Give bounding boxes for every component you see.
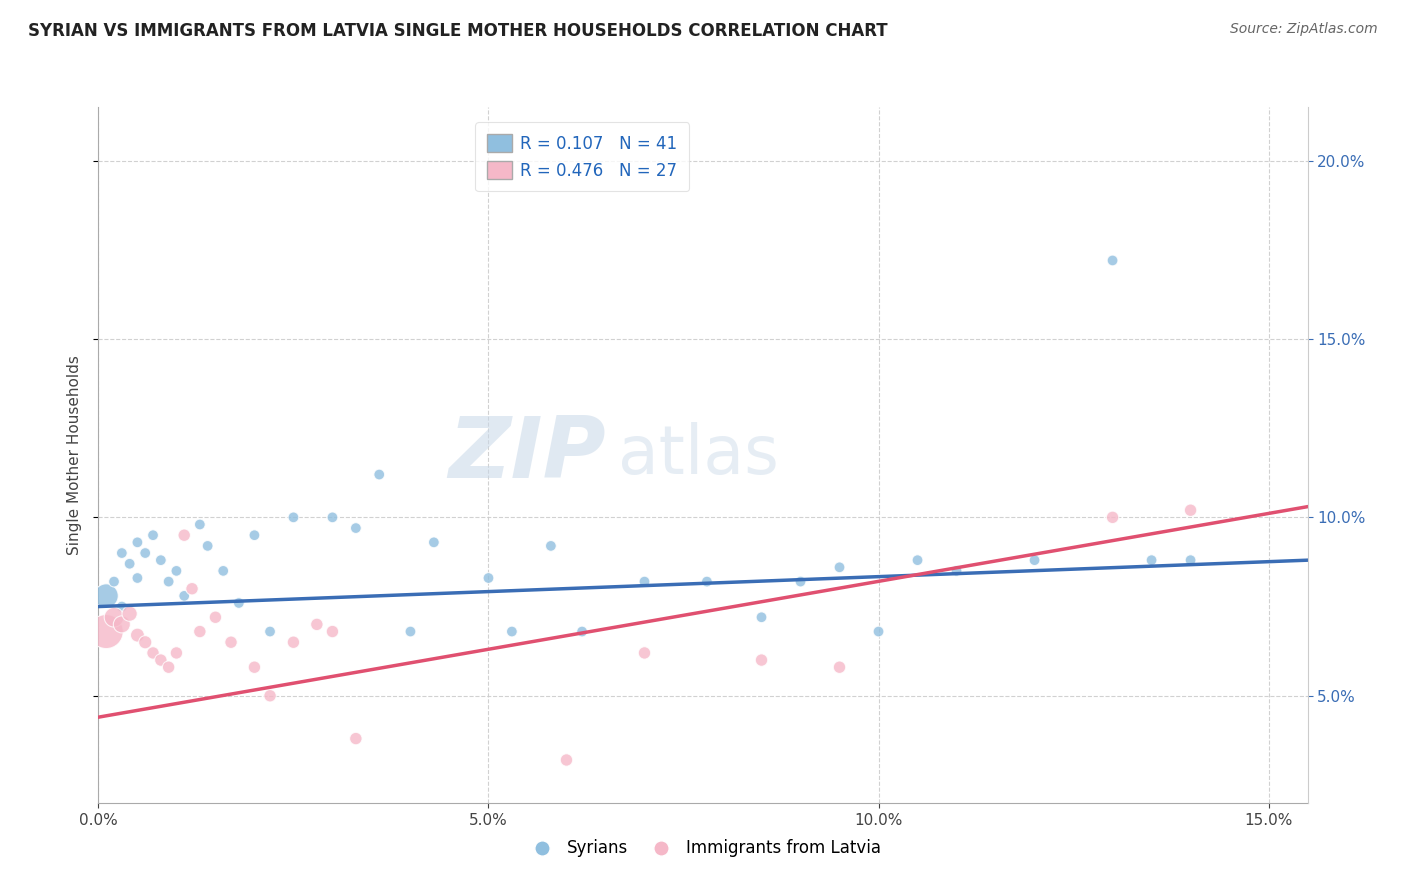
Point [321, 624, 343, 639]
Point [243, 660, 266, 674]
Point [188, 517, 211, 532]
Point [751, 653, 773, 667]
Point [149, 553, 172, 567]
Point [501, 624, 523, 639]
Point [165, 564, 187, 578]
Point [181, 582, 204, 596]
Text: Source: ZipAtlas.com: Source: ZipAtlas.com [1230, 22, 1378, 37]
Point [399, 624, 422, 639]
Point [1101, 510, 1123, 524]
Point [173, 589, 195, 603]
Point [111, 617, 134, 632]
Point [828, 660, 851, 674]
Point [283, 635, 305, 649]
Point [1024, 553, 1046, 567]
Point [149, 653, 172, 667]
Point [173, 528, 195, 542]
Point [571, 624, 593, 639]
Point [868, 624, 890, 639]
Point [103, 610, 125, 624]
Legend: Syrians, Immigrants from Latvia: Syrians, Immigrants from Latvia [519, 833, 887, 864]
Point [243, 528, 266, 542]
Point [103, 574, 125, 589]
Text: ZIP: ZIP [449, 413, 606, 497]
Point [344, 521, 367, 535]
Point [633, 646, 655, 660]
Point [1180, 503, 1202, 517]
Point [555, 753, 578, 767]
Y-axis label: Single Mother Households: Single Mother Households [67, 355, 83, 555]
Point [96, 589, 118, 603]
Point [789, 574, 811, 589]
Point [1140, 553, 1163, 567]
Point [945, 564, 967, 578]
Point [633, 574, 655, 589]
Point [751, 610, 773, 624]
Point [204, 610, 226, 624]
Point [1180, 553, 1202, 567]
Point [305, 617, 328, 632]
Point [111, 546, 134, 560]
Point [828, 560, 851, 574]
Point [228, 596, 250, 610]
Point [344, 731, 367, 746]
Point [907, 553, 929, 567]
Point [540, 539, 562, 553]
Point [142, 528, 165, 542]
Point [321, 510, 343, 524]
Point [165, 646, 187, 660]
Point [127, 535, 149, 549]
Point [423, 535, 446, 549]
Text: atlas: atlas [619, 422, 779, 488]
Point [127, 571, 149, 585]
Point [197, 539, 219, 553]
Point [118, 557, 141, 571]
Point [157, 660, 180, 674]
Point [157, 574, 180, 589]
Point [219, 635, 242, 649]
Point [696, 574, 718, 589]
Point [259, 624, 281, 639]
Point [111, 599, 134, 614]
Point [127, 628, 149, 642]
Point [477, 571, 499, 585]
Point [368, 467, 391, 482]
Text: SYRIAN VS IMMIGRANTS FROM LATVIA SINGLE MOTHER HOUSEHOLDS CORRELATION CHART: SYRIAN VS IMMIGRANTS FROM LATVIA SINGLE … [28, 22, 887, 40]
Point [259, 689, 281, 703]
Point [212, 564, 235, 578]
Point [1101, 253, 1123, 268]
Point [134, 635, 156, 649]
Point [188, 624, 211, 639]
Point [96, 624, 118, 639]
Point [142, 646, 165, 660]
Point [118, 607, 141, 621]
Point [283, 510, 305, 524]
Point [134, 546, 156, 560]
